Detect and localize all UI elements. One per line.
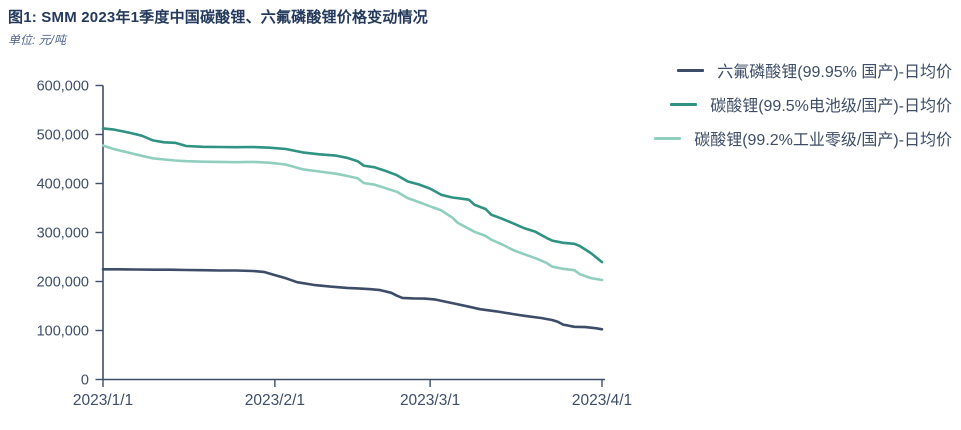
x-tick-label: 2023/3/1 — [400, 392, 460, 409]
legend-swatch-icon — [677, 68, 705, 72]
y-tick-label: 400,000 — [37, 177, 89, 193]
legend-label: 碳酸锂(99.2%工业零级/国产)-日均价 — [694, 132, 952, 149]
legend-item-2: 碳酸锂(99.2%工业零级/国产)-日均价 — [654, 121, 952, 155]
legend-item-1: 碳酸锂(99.5%电池级/国产)-日均价 — [670, 87, 952, 121]
x-tick-label: 2023/2/1 — [245, 392, 305, 409]
y-tick-label: 100,000 — [37, 324, 89, 340]
legend-item-0: 六氟磷酸锂(99.95% 国产)-日均价 — [677, 53, 952, 87]
x-tick-label: 2023/1/1 — [73, 392, 133, 409]
series-line-1 — [101, 127, 604, 264]
x-tick-label: 2023/4/1 — [572, 392, 632, 409]
y-tick-label: 0 — [81, 373, 89, 389]
y-tick-label: 600,000 — [37, 79, 89, 95]
legend-swatch-icon — [654, 136, 682, 140]
legend-label: 碳酸锂(99.5%电池级/国产)-日均价 — [710, 98, 952, 115]
series-line-0 — [101, 267, 604, 331]
unit-label: 单位: 元/吨 — [8, 33, 67, 47]
chart-title: 图1: SMM 2023年1季度中国碳酸锂、六氟磷酸锂价格变动情况 — [8, 9, 428, 26]
y-tick-label: 300,000 — [37, 226, 89, 242]
legend-label: 六氟磷酸锂(99.95% 国产)-日均价 — [717, 64, 952, 81]
series-line-2 — [101, 144, 604, 282]
y-tick-label: 500,000 — [37, 128, 89, 144]
legend-swatch-icon — [670, 102, 698, 106]
y-tick-label: 200,000 — [37, 275, 89, 291]
chart-legend: 六氟磷酸锂(99.95% 国产)-日均价碳酸锂(99.5%电池级/国产)-日均价… — [654, 53, 952, 155]
